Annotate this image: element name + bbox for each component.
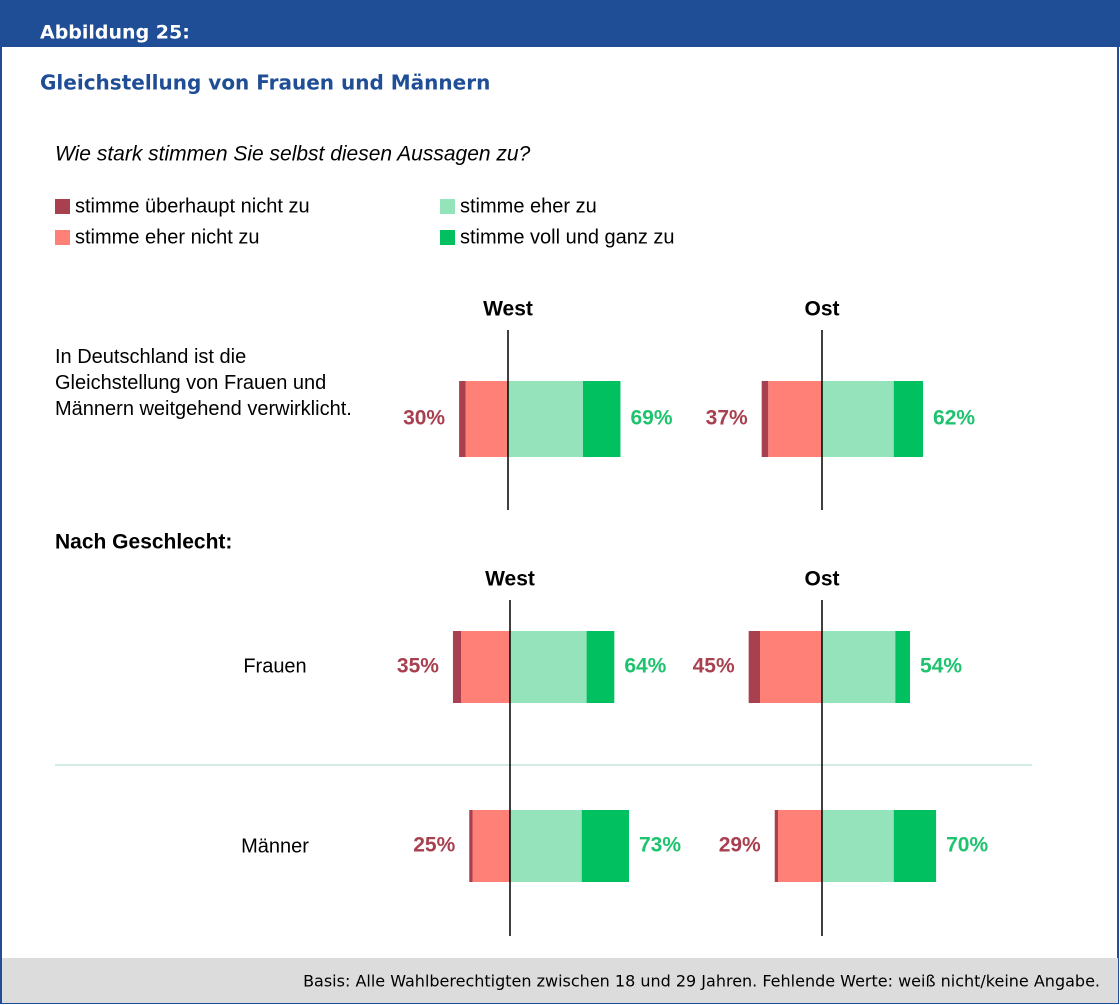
legend-swatch xyxy=(55,230,70,245)
bar-segment xyxy=(452,631,462,703)
header-bar xyxy=(0,0,1120,47)
total-label: 69% xyxy=(630,407,672,430)
legend-swatch xyxy=(55,199,70,214)
total-label: 73% xyxy=(639,834,681,857)
bar-segment xyxy=(893,381,924,457)
bar-segment xyxy=(895,631,911,703)
bar-segment xyxy=(586,631,615,703)
header: Abbildung 25: xyxy=(40,22,190,44)
bar-segment xyxy=(582,381,621,457)
bar-segment xyxy=(472,810,510,882)
total-label: 70% xyxy=(946,834,988,857)
footer: Basis: Alle Wahlberechtigten zwischen 18… xyxy=(303,972,1100,991)
legend-label: stimme eher zu xyxy=(460,195,597,217)
bar-segment xyxy=(510,631,587,703)
bar-segment xyxy=(459,381,466,457)
bar-segment xyxy=(768,381,822,457)
total-label: 29% xyxy=(719,834,761,857)
total-label: 30% xyxy=(403,407,445,430)
bar-segment xyxy=(581,810,629,882)
panel-label: Ost xyxy=(804,568,839,591)
bar-segment xyxy=(465,381,508,457)
total-label: 64% xyxy=(624,655,666,678)
bar-segment xyxy=(893,810,937,882)
bar-segment xyxy=(461,631,510,703)
bar-segment xyxy=(822,631,896,703)
group-label: Nach Geschlecht: xyxy=(55,531,232,554)
panel-label: Ost xyxy=(804,298,839,321)
total-label: 62% xyxy=(933,407,975,430)
bar-segment xyxy=(774,810,778,882)
footer-bar xyxy=(2,958,1118,1003)
legend-swatch xyxy=(440,230,455,245)
legend-label: stimme eher nicht zu xyxy=(75,226,260,248)
row-label: Frauen xyxy=(243,655,306,677)
bar-segment xyxy=(508,381,583,457)
row-label: Männer xyxy=(241,835,309,857)
bar-segment xyxy=(469,810,473,882)
legend-swatch xyxy=(440,199,455,214)
total-label: 37% xyxy=(706,407,748,430)
legend-label: stimme voll und ganz zu xyxy=(460,226,675,248)
subtitle: Wie stark stimmen Sie selbst diesen Auss… xyxy=(55,143,531,166)
total-label: 25% xyxy=(413,834,455,857)
total-label: 45% xyxy=(693,655,735,678)
bar-segment xyxy=(777,810,822,882)
bar-segment xyxy=(510,810,582,882)
bar-segment xyxy=(760,631,822,703)
row-label: In Deutschland ist die Gleichstellung vo… xyxy=(55,346,352,420)
chart-title: Gleichstellung von Frauen und Männern xyxy=(40,71,490,95)
bar-segment xyxy=(822,381,894,457)
total-label: 35% xyxy=(397,655,439,678)
panel-label: West xyxy=(485,568,535,591)
bar-segment xyxy=(822,810,894,882)
legend-label: stimme überhaupt nicht zu xyxy=(75,195,310,217)
bar-segment xyxy=(748,631,761,703)
total-label: 54% xyxy=(920,655,962,678)
panel-label: West xyxy=(483,298,533,321)
bar-segment xyxy=(761,381,769,457)
